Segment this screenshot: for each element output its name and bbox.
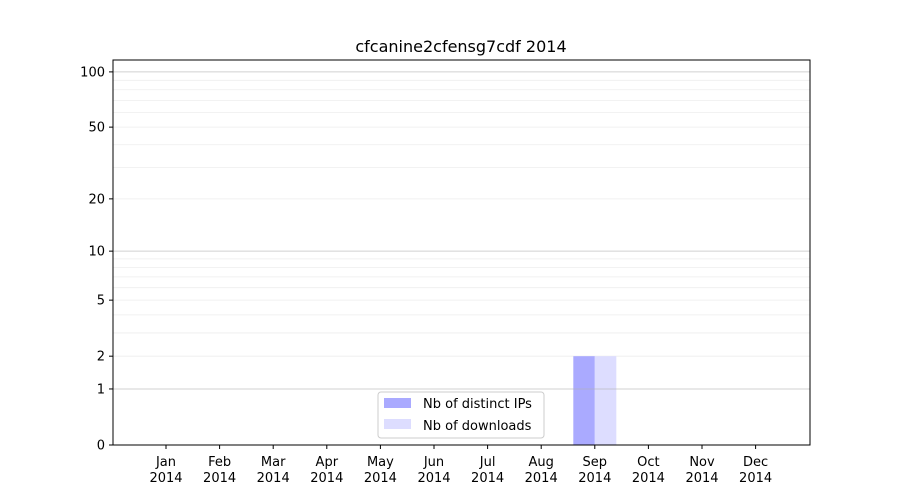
y-tick-label: 20: [88, 192, 105, 207]
bar-downloads: [594, 356, 617, 445]
x-tick-label: Dec 2014: [739, 455, 772, 486]
x-tick-label: Aug 2014: [525, 455, 558, 486]
x-tick-label: Jun 2014: [417, 455, 450, 486]
legend-label-distinct-ips: Nb of distinct IPs: [423, 397, 532, 412]
y-tick-label: 2: [97, 350, 105, 365]
y-tick-label: 0: [97, 439, 105, 454]
plot-frame: [112, 59, 811, 446]
legend-box: [377, 391, 545, 439]
y-tick-label: 1: [97, 382, 105, 397]
x-tick-label: Nov 2014: [685, 455, 718, 486]
y-tick-label: 5: [97, 294, 105, 309]
chart-title: cfcanine2cfensg7cdf 2014: [355, 37, 566, 56]
x-tick-label: Jan 2014: [149, 455, 182, 486]
x-tick-label: Feb 2014: [203, 455, 236, 486]
x-tick-label: Apr 2014: [310, 455, 343, 486]
x-tick-label: Mar 2014: [257, 455, 290, 486]
legend-swatch-distinct-ips: [384, 398, 411, 408]
legend-swatch-downloads: [384, 419, 411, 429]
y-tick-label: 50: [88, 121, 105, 136]
x-tick-label: Jul 2014: [471, 455, 504, 486]
legend: Nb of distinct IPs Nb of downloads: [377, 391, 545, 439]
x-tick-label: Sep 2014: [578, 455, 611, 486]
y-tick-label: 100: [80, 65, 105, 80]
bar-distinct-ips: [573, 356, 595, 445]
x-tick-label: May 2014: [364, 455, 397, 486]
legend-label-downloads: Nb of downloads: [423, 419, 532, 434]
y-tick-label: 10: [88, 245, 105, 260]
x-tick-label: Oct 2014: [632, 455, 665, 486]
